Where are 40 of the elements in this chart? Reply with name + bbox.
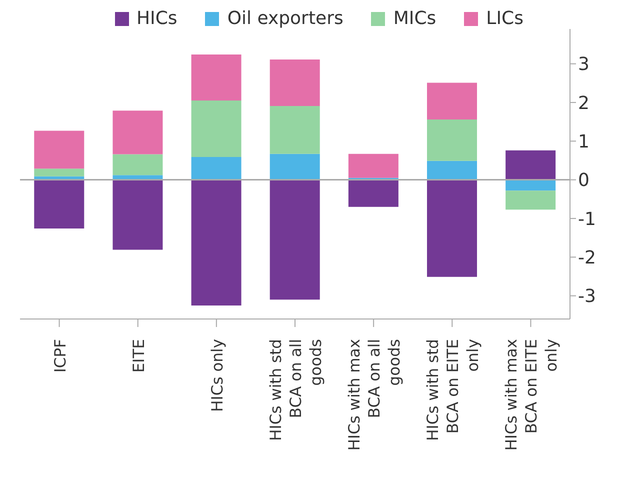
bar	[34, 168, 84, 176]
y-tick-label: -1	[578, 208, 596, 230]
y-tick-label: -3	[578, 286, 596, 308]
bar	[34, 130, 84, 169]
bar	[427, 160, 477, 180]
x-tick-label: HICs with max BCA on EITE only	[502, 339, 561, 451]
bar	[348, 154, 398, 178]
x-tick-label: EITE	[130, 339, 148, 373]
bar	[506, 190, 556, 210]
y-tick-label: 3	[578, 54, 590, 76]
y-tick-label: 1	[578, 132, 590, 153]
bar	[191, 180, 242, 306]
bar	[112, 180, 163, 250]
bar	[112, 110, 163, 154]
bar	[348, 180, 398, 207]
bar	[506, 150, 556, 180]
bar	[191, 156, 242, 180]
bar	[427, 82, 477, 120]
x-tick-label: HICs with std BCA on all goods	[267, 339, 325, 441]
legend-label: LICs	[486, 8, 524, 29]
bar	[270, 180, 320, 300]
bar	[34, 180, 84, 229]
bar	[427, 180, 477, 277]
legend-label: MICs	[393, 8, 436, 29]
bar	[270, 60, 320, 106]
bar	[506, 180, 556, 191]
bar	[191, 100, 242, 157]
bar	[270, 106, 320, 154]
y-tick-label: -2	[578, 248, 596, 269]
bar	[191, 54, 242, 101]
bar	[427, 119, 477, 161]
legend-label: HICs	[136, 8, 178, 29]
bar	[270, 154, 320, 180]
y-tick-label: 0	[578, 170, 590, 192]
x-tick-label: HICs only	[208, 339, 226, 412]
x-tick-label: ICPF	[51, 338, 70, 373]
bar	[112, 154, 163, 176]
y-tick-label: 2	[578, 92, 590, 114]
legend-label: Oil exporters	[227, 8, 344, 29]
x-tick-label: HICs with std BCA on EITE only	[424, 339, 482, 441]
